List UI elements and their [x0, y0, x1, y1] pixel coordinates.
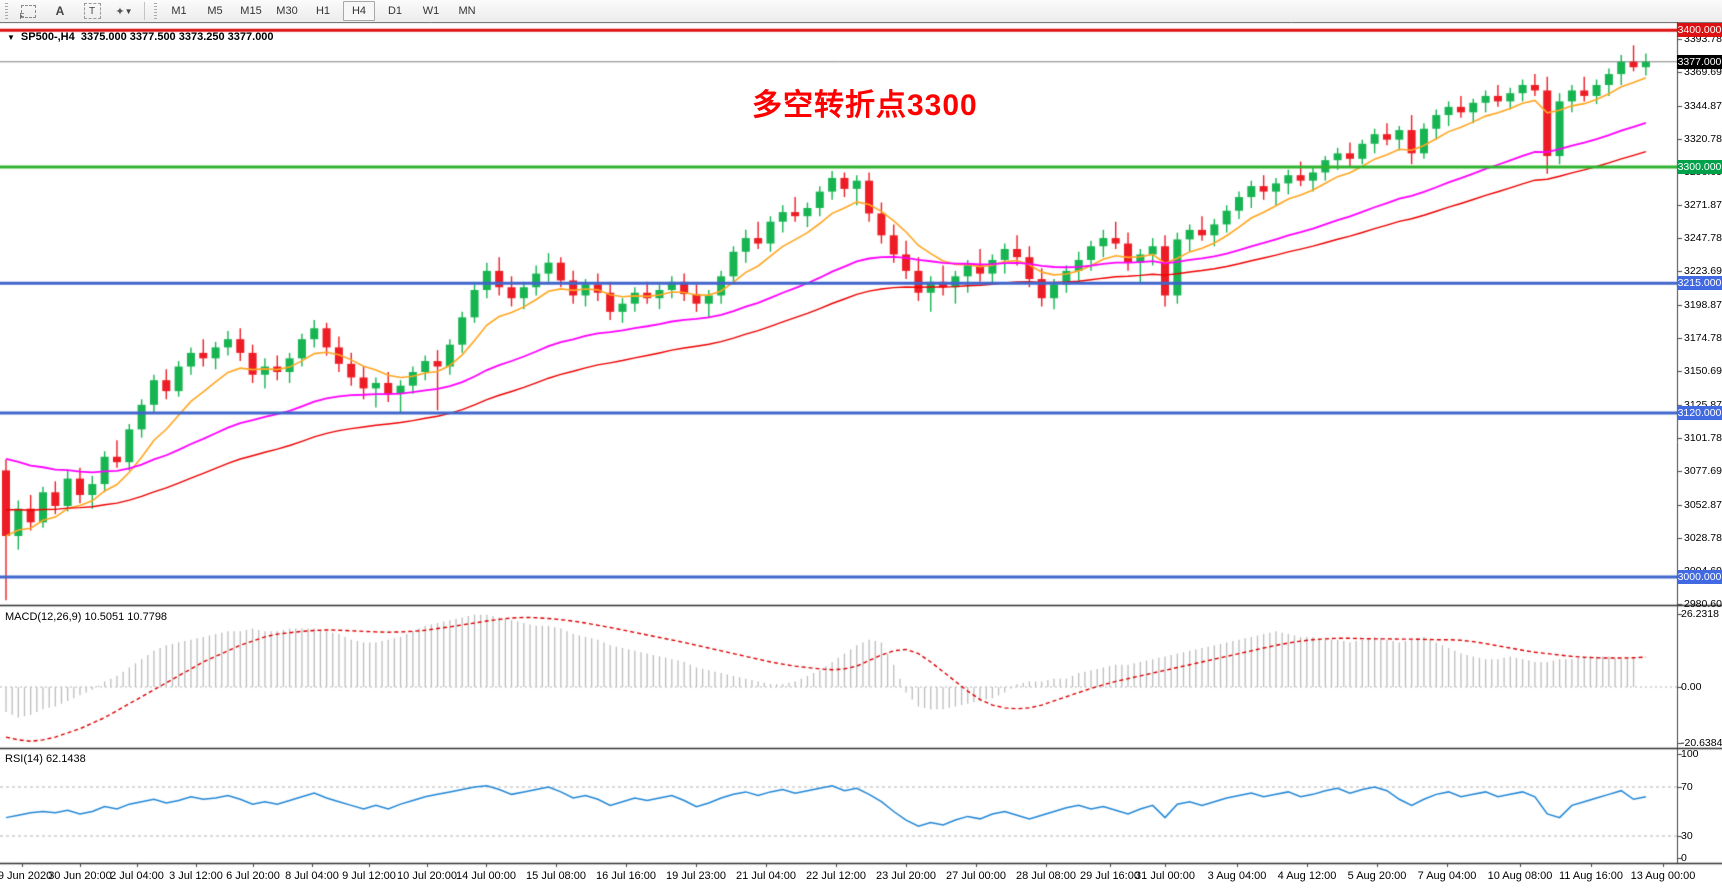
effects-frame-button[interactable]: F — [13, 1, 43, 21]
timeframe-button-M15[interactable]: M15 — [240, 5, 262, 17]
time-axis-label: 10 Aug 08:00 — [1487, 870, 1553, 882]
chart-area: ▼ SP500-,H4 3375.000 3377.500 3373.250 3… — [0, 22, 1722, 892]
time-axis-label: 23 Jul 20:00 — [876, 870, 936, 882]
price-axis-label: 3077.690 — [1684, 464, 1722, 477]
timeframe-button-M1[interactable]: M1 — [171, 5, 187, 17]
text-label-icon: T — [83, 3, 101, 19]
time-axis-label: 21 Jul 04:00 — [736, 870, 796, 882]
time-axis-label: 10 Jul 20:00 — [397, 870, 457, 882]
price-axis-label: 3150.690 — [1684, 365, 1722, 378]
time-axis-label: 6 Jul 20:00 — [226, 870, 280, 882]
shapes-button[interactable]: ✦ ▼ — [109, 1, 139, 21]
time-axis-label: 22 Jul 12:00 — [806, 870, 866, 882]
timeframe-button-MN[interactable]: MN — [458, 5, 476, 17]
price-badge-3300.000: 3300.000 — [1677, 160, 1722, 174]
rsi-axis-label: 70 — [1681, 781, 1693, 793]
chart-collapse-icon[interactable]: ▼ — [7, 32, 15, 42]
time-axis-label: 29 Jul 16:00 — [1080, 870, 1140, 882]
rsi-axis-label: 100 — [1681, 748, 1699, 760]
time-axis-label: 29 Jun 2020 — [0, 870, 53, 882]
price-badge-3000.000: 3000.000 — [1677, 570, 1722, 584]
text-label-button[interactable]: T — [77, 1, 107, 21]
price-axis-label: 3393.780 — [1684, 32, 1722, 45]
time-axis-label: 7 Aug 04:00 — [1417, 870, 1477, 882]
toolbar-separator — [144, 2, 145, 20]
timeframe-button-M30[interactable]: M30 — [276, 5, 298, 17]
timeframe-button-D1[interactable]: D1 — [387, 5, 403, 17]
price-badge-3400.000: 3400.000 — [1677, 23, 1722, 38]
font-button[interactable]: A — [45, 1, 75, 21]
price-axis-label: 3271.870 — [1684, 199, 1722, 212]
time-axis-label: 19 Jul 23:00 — [666, 870, 726, 882]
time-axis-label: 27 Jul 00:00 — [946, 870, 1006, 882]
time-axis-label: 13 Aug 00:00 — [1630, 870, 1696, 882]
price-badge-3377.000: 3377.000 — [1677, 54, 1722, 69]
rsi-axis-label: 0 — [1681, 852, 1687, 864]
time-axis-label: 3 Jul 12:00 — [169, 870, 223, 882]
price-axis-label: 3125.870 — [1684, 398, 1722, 411]
price-axis-label: 3028.780 — [1684, 531, 1722, 544]
time-axis-label: 11 Aug 16:00 — [1558, 870, 1624, 882]
time-axis-label: 30 Jun 20:00 — [48, 870, 112, 882]
timeframe-button-M5[interactable]: M5 — [207, 5, 223, 17]
time-axis-label: 31 Jul 00:00 — [1135, 870, 1195, 882]
price-axis-label: 3344.870 — [1684, 99, 1722, 112]
symbol-period-label: SP500-,H4 — [20, 31, 75, 43]
chart-annotation-text[interactable]: 多空转折点3300 — [752, 89, 978, 122]
macd-axis-label: 0.00 — [1681, 681, 1702, 693]
time-axis-label: 4 Aug 12:00 — [1277, 870, 1337, 882]
price-axis-label: 3052.870 — [1684, 498, 1722, 511]
top-toolbar: F A T ✦ ▼ M1 M5 M15 M30 H1 H4 D1 W1 MN — [0, 0, 1722, 23]
shapes-icon: ✦ — [115, 5, 124, 18]
price-axis-label: 3247.780 — [1684, 232, 1722, 245]
chevron-down-icon: ▼ — [124, 6, 133, 16]
chart-title: ▼ SP500-,H4 3375.000 3377.500 3373.250 3… — [7, 31, 274, 43]
toolbar-grip-2[interactable] — [153, 3, 158, 19]
time-axis-label: 28 Jul 08:00 — [1016, 870, 1076, 882]
font-icon: A — [55, 4, 65, 18]
effects-frame-icon: F — [20, 4, 36, 21]
price-axis-label: 3223.690 — [1684, 265, 1722, 278]
price-axis-label: 2980.600 — [1684, 597, 1722, 610]
timeframe-button-H4[interactable]: H4 — [343, 1, 375, 21]
rsi-indicator-label: RSI(14) 62.1438 — [5, 753, 86, 765]
time-axis-label: 2 Jul 04:00 — [110, 870, 164, 882]
time-axis-label: 5 Aug 20:00 — [1347, 870, 1407, 882]
price-axis-label: 3174.780 — [1684, 332, 1722, 345]
timeframe-button-group: M1 M5 M15 M30 H1 H4 D1 W1 MN — [161, 1, 485, 21]
price-axis-label: 3198.870 — [1684, 299, 1722, 312]
macd-axis-label: -20.6384 — [1681, 737, 1722, 749]
time-axis-label: 3 Aug 04:00 — [1207, 870, 1267, 882]
macd-axis-label: 26.2318 — [1681, 607, 1719, 620]
price-axis-label: 3369.690 — [1684, 65, 1722, 78]
price-chart-canvas[interactable] — [0, 22, 1722, 892]
price-axis-label: 3320.780 — [1684, 132, 1722, 145]
timeframe-button-W1[interactable]: W1 — [422, 5, 440, 17]
time-axis-label: 8 Jul 04:00 — [285, 870, 339, 882]
timeframe-button-H1[interactable]: H1 — [315, 5, 331, 17]
time-axis-label: 16 Jul 16:00 — [596, 870, 656, 882]
time-axis-label: 9 Jul 12:00 — [342, 870, 396, 882]
rsi-axis-label: 30 — [1681, 830, 1693, 842]
toolbar-grip[interactable] — [4, 3, 9, 19]
price-axis-label: 3101.780 — [1684, 431, 1722, 444]
price-badge-3215.000: 3215.000 — [1677, 276, 1722, 291]
macd-indicator-label: MACD(12,26,9) 10.5051 10.7798 — [5, 611, 168, 623]
time-axis-label: 15 Jul 08:00 — [526, 870, 586, 882]
time-axis-label: 14 Jul 00:00 — [456, 870, 516, 882]
price-badge-3120.000: 3120.000 — [1677, 406, 1722, 420]
ohlc-readout: 3375.000 3377.500 3373.250 3377.000 — [80, 31, 274, 43]
